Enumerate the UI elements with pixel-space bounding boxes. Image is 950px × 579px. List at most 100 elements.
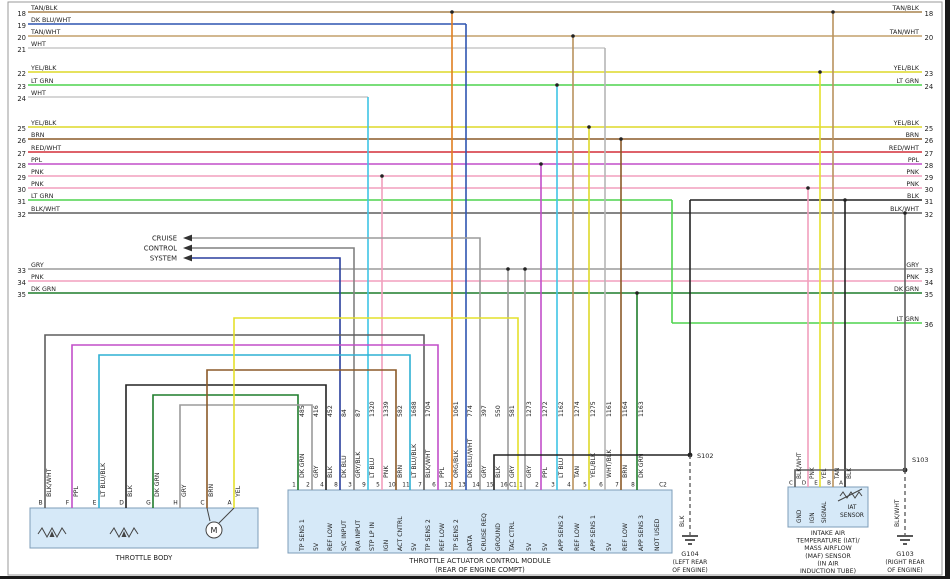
row-number-right: 20 [925,34,934,42]
diagram-frame [7,1,943,576]
circuit-number-label: 87 [355,409,362,417]
ground-g103-location: (RIGHT REAR [885,559,924,566]
junction-dot [843,198,847,202]
pin-function-label: APP SENS 3 [638,515,645,551]
wire-segment [794,469,905,487]
pin-number: 6 [432,483,436,489]
wire-color-label-left: PPL [31,157,43,164]
row-number-left: 27 [17,150,26,158]
wire-color-label-right: PNK [906,274,920,281]
row-number-left: 24 [17,95,26,103]
pin-number: 3 [348,483,352,489]
row-number-left: 22 [17,70,26,78]
pin-function-label: TP SENS 2 [453,519,460,552]
wire-segment [98,354,411,508]
wire-color-label-left: GRY [31,262,44,269]
circuit-number-label: 452 [327,405,334,417]
pin-function-label: APP SENS 1 [590,515,597,551]
motor-lead [218,507,235,524]
circuit-number-label: 1162 [558,401,565,417]
wire-segment [125,384,327,508]
bottom-edge-strip [0,576,950,579]
pin-number: 7 [418,483,422,489]
junction-dot [818,70,822,74]
row-number-right: 29 [925,174,934,182]
wire-color-label: BRN [622,464,629,478]
wire-color-label-left: TAN/BLK [30,5,58,12]
pin-number: 8 [334,483,338,489]
wire-color-label: PPL [439,467,446,478]
connector-c1-label: C1 [509,483,517,489]
wire-color-label: BLK [127,484,134,497]
row-number-left: 32 [17,211,26,219]
wire-color-label: TAN [835,468,841,480]
row-number-left: 33 [17,267,26,275]
wiper-arrow-icon [121,531,127,537]
wire-color-label: DK GRN [299,453,306,478]
pin-function-label: TP SENS 1 [299,519,306,552]
pin-function-label: R/A INPUT [355,520,362,551]
pin-number: 10 [388,483,396,489]
potentiometer-symbol [109,526,139,539]
row-number-left: 29 [17,174,26,182]
circuit-number-label: 1339 [383,401,390,417]
pin-function-label: 5V [526,542,533,551]
terminal-letter: A [839,481,843,487]
wire-color-label-right: GRY [906,262,919,269]
junction-dot [635,291,639,295]
motor-symbol [205,521,223,539]
wire-color-label: GRY [313,465,320,478]
wire-color-label-left: PNK [31,181,45,188]
wire-segment [192,257,341,490]
ground-wire-color-label: BLK/WHT [894,499,901,527]
circuit-number-label: 485 [299,405,306,417]
row-number-right: 33 [925,267,934,275]
circuit-number-label: 1161 [606,401,613,417]
wire-color-label: WHT/BLK [606,449,613,478]
row-number-right: 27 [925,150,934,158]
wire-color-label: GRY [509,465,516,478]
pin-function-label: GROUND [495,523,502,551]
terminal-letter: D [119,500,124,507]
iat-caption-line: INTAKE AIR [811,530,846,537]
terminal-letter: B [38,500,42,507]
iat-caption-line: MASS AIRFLOW [804,545,852,552]
pin-function-label: NOT USED [654,518,661,551]
pin-number: 5 [583,483,587,489]
pin-function-label: REF LOW [622,523,629,551]
pin-number: 12 [444,483,452,489]
wire-color-label-right: LT GRN [897,78,920,85]
pin-function-label: 5V [606,542,613,551]
row-number-left: 28 [17,162,26,170]
wire-color-label-right: PNK [906,169,920,176]
wire-color-label: PPL [542,467,549,478]
pin-function-label: 5V [313,542,320,551]
wire-color-label: PNK [810,467,816,479]
wire-color-label: LT BLU [558,458,565,478]
row-number-right: 31 [925,198,934,206]
row-number-left: 31 [17,198,26,206]
wire-color-label: ORG/BLK [453,449,460,478]
wire-color-label: GRY/BLK [355,451,362,478]
pin-number: 7 [615,483,619,489]
wire-segment [493,454,690,490]
row-number-right: 23 [925,70,934,78]
wire-color-label-right: YEL/BLK [893,65,920,72]
module-caption2: (REAR OF ENGINE COMPT) [435,566,525,574]
row-number-left: 35 [17,291,26,299]
iat-inner-label2: SENSOR [840,513,864,519]
wire-color-label-left: RED/WHT [31,145,61,152]
throttle-body-box [29,507,259,549]
circuit-number-label: 1704 [425,401,432,417]
iat-caption-line: INDUCTION TUBE) [800,568,856,575]
pin-function-label: 5V [411,542,418,551]
pin-number: 1 [519,483,523,489]
pin-function-label: CRUISE REQ [481,513,488,551]
connector-c2-label: C2 [659,483,667,489]
junction-dot [831,10,835,14]
terminal-letter: G [146,500,151,507]
circuit-number-label: 1275 [590,401,597,417]
row-number-left: 18 [17,10,26,18]
wire-segment [71,344,439,508]
